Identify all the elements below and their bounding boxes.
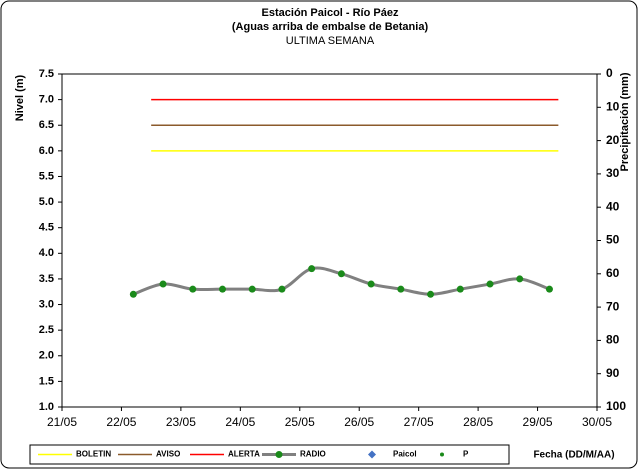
y2-axis-label: Precipitación (mm)	[619, 72, 631, 171]
data-point	[129, 290, 137, 298]
x-tick-label: 24/05	[225, 415, 255, 429]
y2-tick-label: 100	[606, 399, 626, 413]
y-tick-label: 2.5	[39, 324, 54, 336]
data-point	[397, 285, 405, 293]
x-tick-label: 29/05	[523, 415, 553, 429]
y-tick-label: 3.0	[39, 298, 54, 310]
x-axis-label: Fecha (DD/M/AA)	[533, 450, 614, 461]
chart-period: ULTIMA SEMANA	[286, 35, 375, 47]
legend-marker	[275, 451, 283, 458]
x-tick-label: 28/05	[463, 415, 493, 429]
x-tick-label: 27/05	[404, 415, 434, 429]
legend-marker	[368, 450, 376, 459]
y-tick-label: 4.5	[39, 222, 54, 234]
y-tick-label: 1.0	[39, 401, 54, 413]
y-tick-label: 3.5	[39, 273, 54, 285]
legend-label: P	[463, 450, 469, 459]
y-tick-label: 5.5	[39, 170, 54, 182]
y2-tick-label: 50	[606, 233, 620, 247]
y-axis-label: Nivel (m)	[14, 74, 26, 121]
y-tick-label: 1.5	[39, 375, 54, 387]
y2-tick-label: 90	[606, 366, 620, 380]
x-tick-label: 22/05	[106, 415, 136, 429]
legend-label: ALERTA	[228, 450, 260, 459]
chart-subtitle: (Aguas arriba de embalse de Betania)	[232, 21, 429, 33]
data-point	[337, 270, 345, 278]
y2-tick-label: 80	[606, 333, 620, 347]
y2-tick-label: 70	[606, 299, 620, 313]
legend-label: BOLETIN	[76, 450, 111, 459]
legend-label: RADIO	[300, 450, 326, 459]
data-point	[427, 290, 435, 298]
y2-tick-label: 30	[606, 166, 620, 180]
y2-tick-label: 60	[606, 266, 620, 280]
y2-tick-label: 20	[606, 133, 620, 147]
y2-tick-label: 0	[606, 66, 613, 80]
data-point	[367, 280, 375, 288]
y-tick-label: 6.5	[39, 119, 54, 131]
x-tick-label: 30/05	[582, 415, 612, 429]
data-point	[248, 285, 256, 293]
data-point	[308, 265, 316, 273]
y-tick-label: 5.0	[39, 196, 54, 208]
data-point	[189, 285, 197, 293]
x-tick-label: 21/05	[47, 415, 77, 429]
x-tick-label: 26/05	[344, 415, 374, 429]
legend-label: AVISO	[156, 450, 180, 459]
x-tick-label: 23/05	[166, 415, 196, 429]
x-tick-label: 25/05	[285, 415, 315, 429]
data-point	[486, 280, 494, 288]
legend-label: Paicol	[393, 450, 417, 459]
chart-title: Estación Paicol - Río Páez	[262, 7, 399, 19]
data-point	[159, 280, 167, 288]
y-tick-label: 7.0	[39, 94, 54, 106]
data-point	[219, 285, 226, 293]
y2-tick-label: 10	[606, 99, 620, 113]
data-point	[456, 285, 464, 293]
y2-tick-label: 40	[606, 199, 620, 213]
data-point	[545, 285, 553, 293]
y-tick-label: 7.5	[39, 68, 54, 80]
y-tick-label: 2.0	[39, 350, 54, 362]
y-tick-label: 4.0	[39, 247, 54, 259]
legend-marker	[440, 452, 444, 457]
data-point	[516, 275, 524, 283]
data-point	[278, 285, 286, 293]
y-tick-label: 6.0	[39, 145, 54, 157]
